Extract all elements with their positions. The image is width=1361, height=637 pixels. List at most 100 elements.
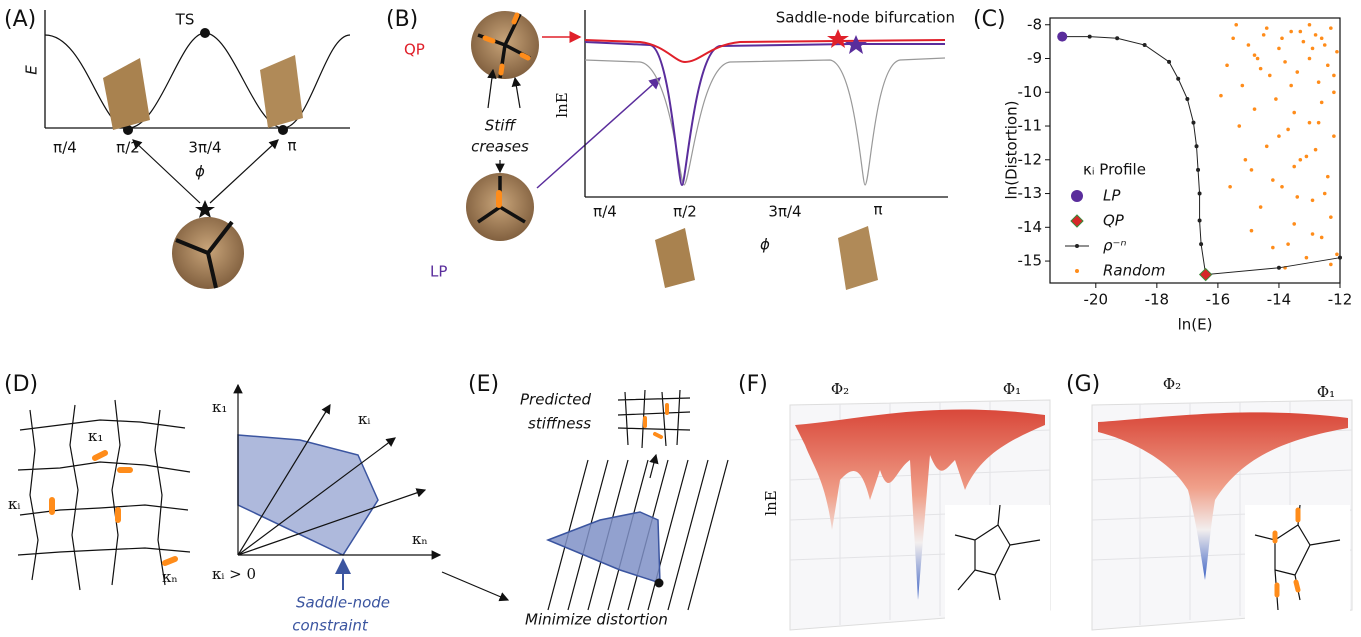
point [1234,23,1238,27]
point [1295,195,1299,199]
point [1231,36,1235,40]
y-tick-label: -12 [1018,150,1043,168]
point [1265,26,1269,30]
point [1057,32,1067,42]
point [1268,74,1272,78]
x-tick-label: -16 [1206,291,1231,309]
x-tick-label: π/4 [593,203,617,221]
axis-label: Φ₁ [1003,380,1021,398]
point [1274,97,1278,101]
point [1302,40,1306,44]
panel-label: (A) [4,7,36,32]
y-tick-label: -11 [1018,117,1043,135]
point [1277,134,1281,138]
panel-label: (F) [738,372,768,397]
point [1289,30,1293,34]
legend-marker [1071,190,1083,202]
point [1320,36,1324,40]
axis-label: Φ₂ [831,380,849,398]
x-tick-label: -18 [1145,291,1170,309]
point [1280,36,1284,40]
y-tick-label: -10 [1018,83,1043,101]
point [1329,215,1333,219]
x-tick-label: π/2 [673,203,697,221]
point [1253,53,1257,57]
point [1262,33,1266,37]
legend-label: LP [1103,187,1121,205]
annotation: Predicted [520,391,591,409]
x-tick-label: π [287,137,296,155]
point [1237,124,1241,128]
point [1320,101,1324,105]
point [1332,74,1336,78]
point [1191,121,1195,125]
point [1332,90,1336,94]
y-label: lnE [553,92,571,117]
point [1323,192,1327,196]
qp-label: QP [404,41,425,59]
point [1259,67,1263,71]
axis-label: κₙ [412,530,428,548]
point [1326,63,1330,67]
annotation: Stiff [485,117,518,135]
point [1292,111,1296,115]
axis-label: κᵢ [358,410,370,428]
panel-g: (G) Φ₂ Φ₁ [1066,372,1352,630]
axis-label: κ₁ [212,398,227,416]
star [195,200,215,218]
legend-label: ρ⁻ⁿ [1103,237,1126,255]
z-label: lnE [762,490,780,515]
figure: (A) E TS π/4 π/2 3π/4 π ϕ (B) QP LP Stif… [0,0,1361,637]
curve [585,58,945,185]
y-axis-label: ln(Distortion) [1003,101,1021,200]
annotation: Saddle-node [296,594,390,612]
legend-label: QP [1103,212,1125,230]
annotation: constraint [292,617,369,635]
point [1329,26,1333,30]
panel-d: (D) κ₁ κᵢ κₙ κ₁ κᵢ κₙ κᵢ > 0 Saddle-node… [4,372,508,635]
legend-label: Random [1103,262,1165,280]
x-tick-label: 3π/4 [188,139,221,157]
legend-marker [1075,244,1079,248]
point [1299,158,1303,162]
point [1271,178,1275,182]
point [1196,168,1200,172]
point [1247,43,1251,47]
kappa-label: κ₁ [88,427,103,445]
ts-point [200,28,210,38]
point [1228,185,1232,189]
plot-frame [1050,18,1340,283]
y-tick-label: -15 [1018,252,1043,270]
x-tick-label: π/2 [116,139,140,157]
inset [945,505,1050,625]
kappa-label: κₙ [162,568,178,586]
kappa-label: κᵢ [8,495,20,513]
point [1244,158,1248,162]
point [1088,35,1092,39]
x-tick-label: -20 [1084,291,1109,309]
constraint-label: κᵢ > 0 [212,565,256,583]
inset [1245,505,1350,625]
arrow [442,572,508,600]
point [1305,155,1309,159]
panel-e: (E) Predicted stiffness Minimize distort… [468,372,728,629]
legend-title: κᵢ Profile [1083,161,1146,179]
energy-curve [45,33,350,128]
point [1225,63,1229,67]
point [1280,185,1284,189]
panel-b: (B) QP LP Stiff creases lnE Saddle-node … [386,7,955,290]
point [1308,57,1312,61]
y-tick-label: -9 [1027,49,1042,67]
point [1292,222,1296,226]
point [1271,246,1275,250]
point [1311,198,1315,202]
optimum [655,579,664,588]
panel-a: (A) E TS π/4 π/2 3π/4 π ϕ [4,7,350,289]
x-label: ϕ [760,236,770,254]
axis-label: Φ₂ [1163,375,1181,393]
y-label: E [23,65,41,75]
point [1320,236,1324,240]
point [1115,36,1119,40]
point [1329,263,1333,267]
x-label: ϕ [195,163,205,181]
